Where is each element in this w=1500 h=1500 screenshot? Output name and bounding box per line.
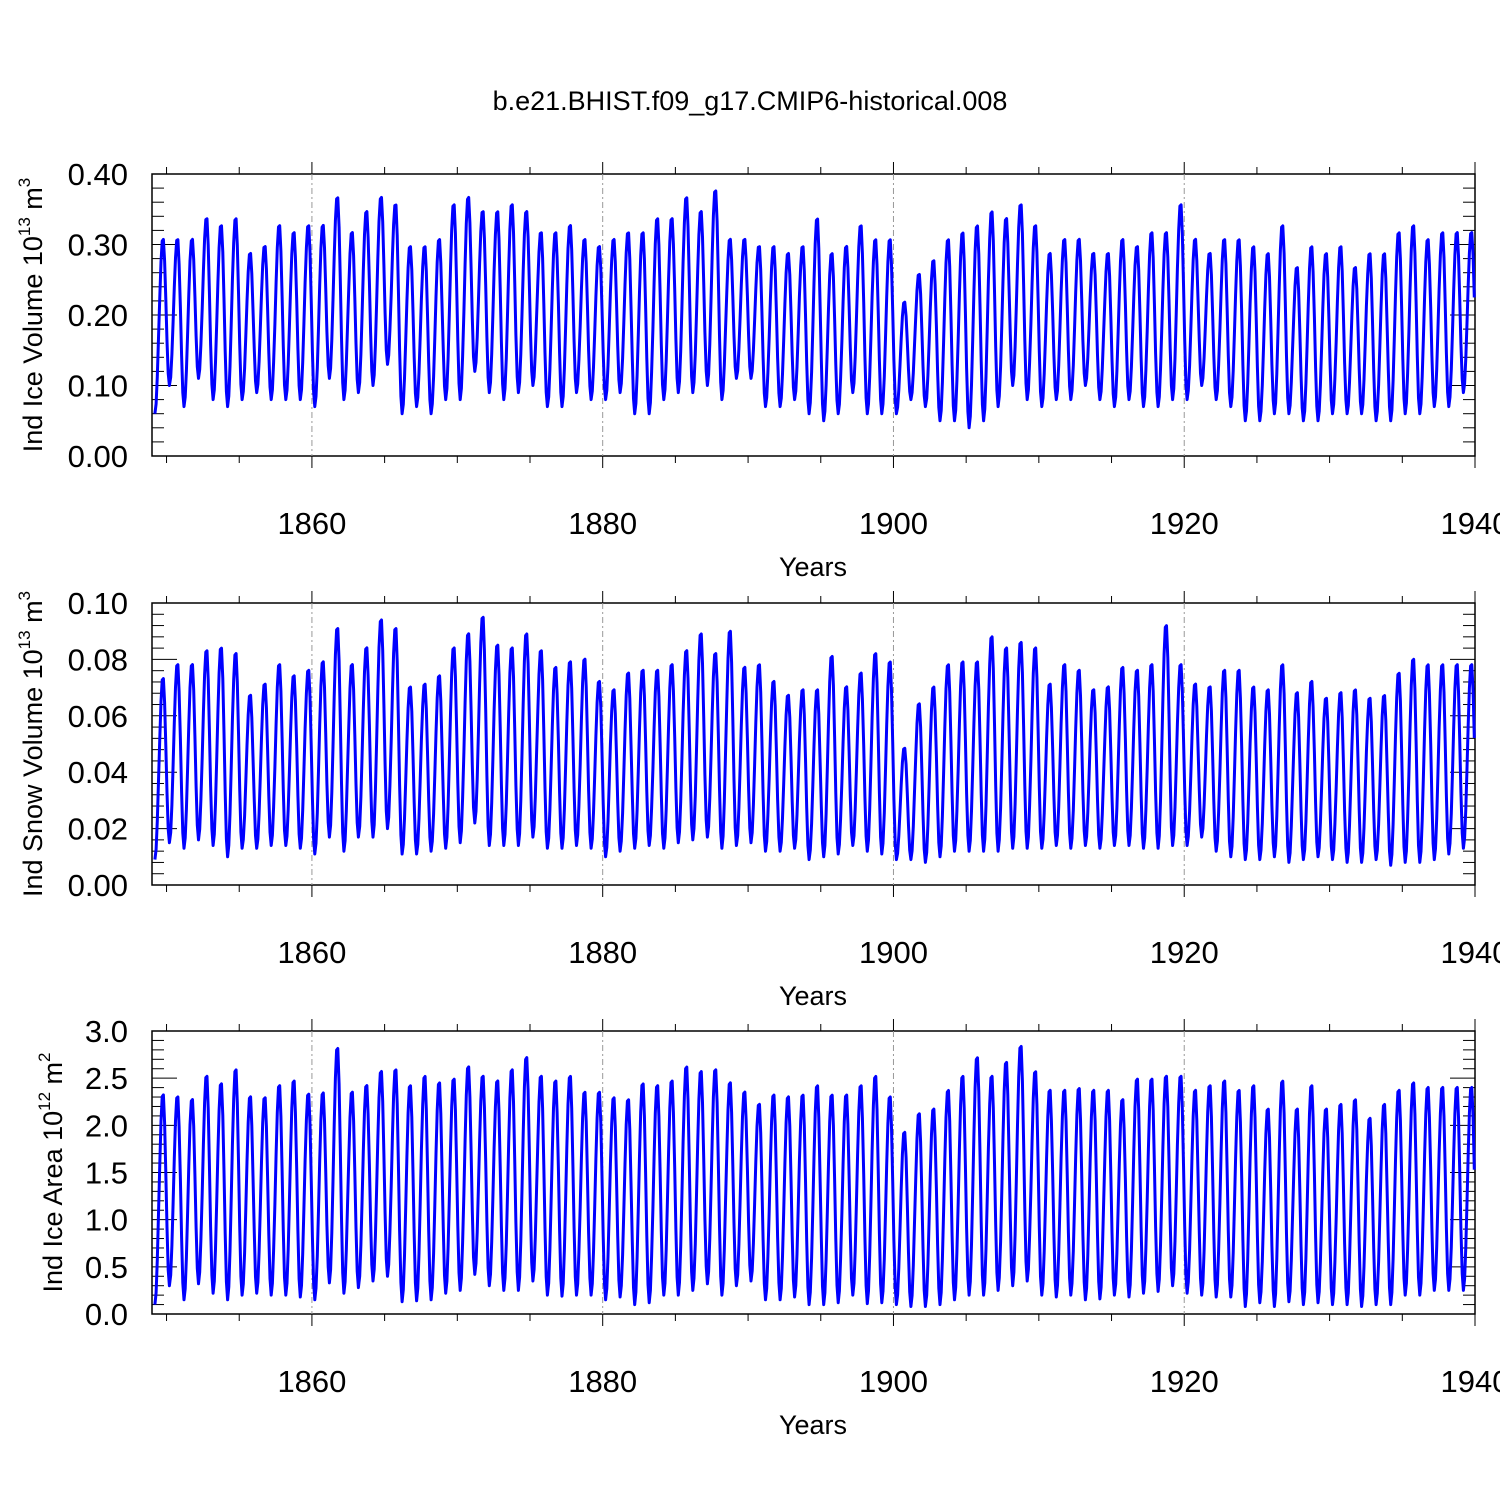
y-label-exponent: 13: [15, 217, 34, 236]
tick-marks: [152, 591, 1476, 897]
x-tick-label: 1920: [1150, 935, 1219, 970]
y-tick-label: 0.06: [68, 699, 128, 734]
plot-border: [151, 602, 1476, 886]
figure-title: b.e21.BHIST.f09_g17.CMIP6-historical.008: [493, 86, 1008, 116]
y-tick-label: 0.0: [85, 1297, 128, 1332]
y-tick-labels: 0.0 0.5 1.0 1.5 2.0 2.5 3.0: [85, 1014, 128, 1332]
y-label-exponent: 12: [35, 1092, 54, 1111]
y-tick-label: 1.5: [85, 1156, 128, 1191]
x-tick-label: 1860: [277, 935, 346, 970]
y-tick-label: 1.0: [85, 1203, 128, 1238]
y-tick-labels: 0.00 0.10 0.20 0.30 0.40: [68, 157, 128, 474]
x-tick-label: 1920: [1150, 1364, 1219, 1399]
y-tick-label: 0.20: [68, 298, 128, 333]
x-tick-labels: 1860 1880 1900 1920 1940: [277, 1364, 1500, 1399]
x-tick-label: 1940: [1441, 935, 1500, 970]
y-label-unit-exponent: 3: [15, 178, 34, 187]
y-axis-label: Ind Ice Area 1012 m2: [35, 1052, 68, 1292]
x-axis-label: Years: [779, 552, 847, 582]
y-label-unit-exponent: 2: [35, 1052, 54, 1061]
x-tick-label: 1920: [1150, 506, 1219, 541]
y-label-unit: m: [38, 1062, 68, 1092]
y-label-unit: m: [18, 187, 48, 217]
y-tick-labels: 0.00 0.02 0.04 0.06 0.08 0.10: [68, 586, 128, 903]
y-tick-label: 0.02: [68, 812, 128, 847]
panel-snow-volume: 0.00 0.02 0.04 0.06 0.08 0.10 1860 1880 1900 192…: [15, 586, 1500, 1011]
tick-marks: [152, 1019, 1476, 1326]
y-tick-label: 0.30: [68, 228, 128, 263]
y-tick-label: 2.5: [85, 1061, 128, 1096]
x-tick-label: 1860: [277, 506, 346, 541]
x-tick-label: 1940: [1441, 506, 1500, 541]
y-axis-label: Ind Snow Volume 1013 m3: [15, 591, 48, 897]
x-tick-label: 1900: [859, 935, 928, 970]
y-label-main: Ind Snow Volume 10: [18, 649, 48, 897]
y-label-unit-exponent: 3: [15, 591, 34, 600]
y-tick-label: 0.00: [68, 868, 128, 903]
snow-volume-series-line: [153, 615, 1476, 867]
y-axis-label: Ind Ice Volume 1013 m3: [15, 178, 48, 453]
panel-ice-volume: 0.00 0.10 0.20 0.30 0.40 1860 1880 1900 1920 194…: [15, 157, 1500, 582]
y-label-main: Ind Ice Volume 10: [18, 236, 48, 452]
y-label-main: Ind Ice Area 10: [38, 1111, 68, 1293]
x-tick-labels: 1860 1880 1900 1920 1940: [277, 506, 1500, 541]
x-axis-label: Years: [779, 1410, 847, 1440]
y-tick-label: 0.10: [68, 586, 128, 621]
ice-area-series-line: [153, 1045, 1476, 1308]
y-tick-label: 0.5: [85, 1250, 128, 1285]
y-label-unit: m: [18, 600, 48, 630]
y-tick-label: 0.08: [68, 642, 128, 677]
x-tick-label: 1900: [859, 506, 928, 541]
ice-volume-series-line: [153, 189, 1476, 430]
x-tick-label: 1860: [277, 1364, 346, 1399]
x-axis-label: Years: [779, 981, 847, 1011]
y-tick-label: 0.00: [68, 439, 128, 474]
plot-frame: [151, 602, 1476, 886]
y-tick-label: 0.04: [68, 755, 128, 790]
x-tick-label: 1880: [568, 1364, 637, 1399]
y-tick-label: 0.40: [68, 157, 128, 192]
x-tick-label: 1900: [859, 1364, 928, 1399]
y-tick-label: 3.0: [85, 1014, 128, 1049]
y-label-exponent: 13: [15, 630, 34, 649]
x-tick-label: 1940: [1441, 1364, 1500, 1399]
x-tick-labels: 1860 1880 1900 1920 1940: [277, 935, 1500, 970]
x-tick-label: 1880: [568, 506, 637, 541]
panel-ice-area: 0.0 0.5 1.0 1.5 2.0 2.5 3.0 1860 1880 1900 1920 19…: [35, 1014, 1500, 1440]
x-tick-label: 1880: [568, 935, 637, 970]
y-tick-label: 2.0: [85, 1108, 128, 1143]
y-tick-label: 0.10: [68, 369, 128, 404]
